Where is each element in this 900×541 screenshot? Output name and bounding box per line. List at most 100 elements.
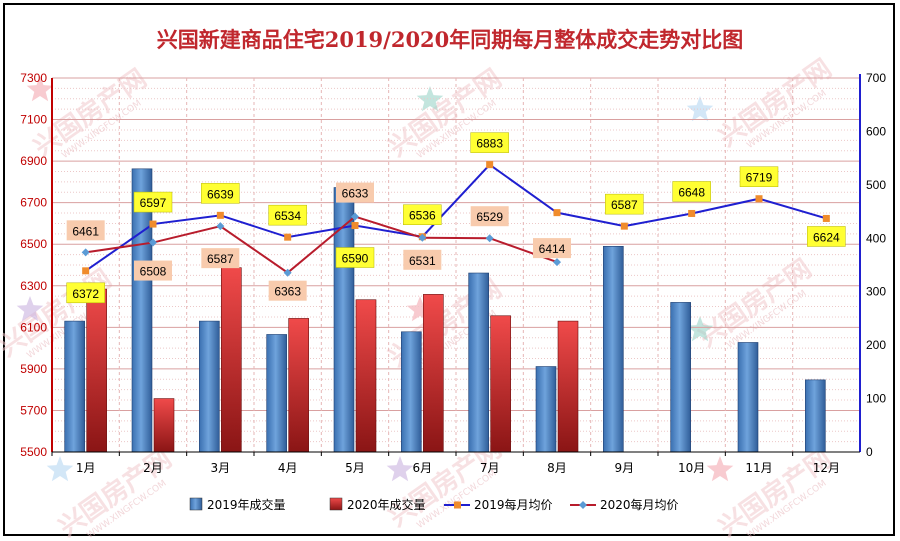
bar-2019 — [64, 320, 85, 453]
bar-2019 — [401, 331, 422, 453]
data-label-text: 6534 — [274, 209, 301, 223]
data-label-box — [201, 183, 240, 204]
legend-item: 2020每月均价 — [570, 497, 679, 512]
data-label: 6883 — [470, 132, 509, 153]
data-label: 6372 — [66, 282, 105, 304]
y-tick-label-right: 600 — [866, 124, 886, 138]
y-tick-label-right: 400 — [866, 231, 886, 245]
data-label-box — [268, 280, 307, 301]
y-tick-label-left: 7300 — [20, 71, 47, 85]
data-label-text: 6624 — [813, 230, 840, 244]
marker-2020 — [485, 234, 494, 243]
data-label-text: 6587 — [611, 198, 638, 212]
bar-2020 — [221, 267, 242, 453]
bar-2019 — [468, 272, 489, 453]
line-2019-price — [85, 163, 827, 272]
y-tick-label-right: 300 — [866, 285, 886, 299]
marker-2019 — [216, 211, 224, 219]
marker-2019 — [486, 161, 494, 169]
data-label-box — [134, 260, 172, 281]
data-label-box — [739, 166, 779, 187]
x-tick-label: 8月 — [547, 461, 567, 475]
y-tick-label-left: 6900 — [20, 154, 47, 168]
data-label: 6534 — [268, 204, 307, 226]
y-tick-label-left: 6700 — [20, 196, 47, 210]
bar-2020 — [557, 320, 579, 453]
data-label: 6414 — [533, 238, 571, 259]
data-label: 6587 — [605, 193, 644, 215]
data-label-text: 6536 — [409, 209, 436, 223]
marker-2020 — [553, 258, 561, 267]
data-label-text: 6508 — [140, 265, 167, 279]
legend-label: 2019每月均价 — [474, 497, 553, 512]
bar-2019 — [266, 334, 287, 453]
data-label-text: 6587 — [207, 252, 234, 266]
x-tick-label: 9月 — [615, 461, 635, 475]
bar-2019 — [805, 379, 826, 453]
data-label-box — [403, 249, 442, 270]
data-label-box — [470, 206, 509, 227]
legend-marker — [579, 501, 587, 509]
data-label-text: 6719 — [746, 171, 773, 185]
y-tick-label-left: 6100 — [20, 320, 47, 334]
marker-2019 — [822, 214, 830, 222]
data-label-box — [807, 226, 846, 247]
legend-item: 2019每月均价 — [444, 497, 553, 512]
y-tick-label-right: 500 — [866, 178, 886, 192]
data-label-text: 6883 — [476, 137, 503, 151]
bar-2020 — [288, 318, 309, 453]
bar-2019 — [603, 246, 624, 453]
bar-2019 — [535, 366, 557, 453]
data-label-text: 6639 — [207, 187, 234, 201]
data-label: 6531 — [403, 249, 442, 270]
marker-2019 — [284, 233, 292, 241]
data-label-box — [201, 248, 240, 269]
data-label: 6590 — [335, 247, 375, 268]
data-label: 6461 — [66, 220, 105, 241]
marker-2019 — [82, 267, 90, 275]
bar-2020 — [490, 315, 511, 453]
data-label: 6633 — [336, 182, 374, 203]
marker-2019 — [351, 222, 359, 230]
data-label: 6624 — [807, 226, 846, 247]
data-label-box — [470, 132, 509, 153]
data-label-text: 6461 — [72, 224, 99, 238]
x-tick-label: 5月 — [345, 461, 365, 475]
x-tick-label: 6月 — [413, 461, 433, 475]
marker-2020 — [418, 233, 427, 242]
bar-2019 — [670, 302, 691, 453]
watermark-star-icon — [16, 296, 44, 322]
bar-2020 — [153, 398, 175, 453]
y-tick-label-right: 0 — [866, 445, 873, 459]
data-label-box — [133, 191, 173, 213]
watermark-star-icon — [686, 316, 714, 342]
legend-label: 2019年成交量 — [207, 497, 286, 512]
y-tick-label-left: 5900 — [20, 362, 47, 376]
y-tick-label-left: 5500 — [20, 445, 47, 459]
bar-2020 — [86, 288, 107, 453]
data-label: 6587 — [201, 248, 240, 269]
x-tick-label: 10月 — [678, 461, 705, 475]
marker-2019 — [553, 209, 561, 217]
y-tick-label-left: 6300 — [20, 279, 47, 293]
marker-2020 — [351, 212, 359, 221]
marker-2019 — [149, 220, 157, 228]
marker-2019 — [755, 195, 763, 203]
bar-2020 — [423, 294, 444, 453]
x-tick-label: 11月 — [745, 461, 772, 475]
data-label: 6529 — [470, 206, 509, 227]
data-label: 6719 — [739, 166, 779, 187]
legend-swatch — [329, 497, 343, 511]
x-tick-label: 2月 — [143, 461, 163, 475]
data-label-box — [268, 204, 307, 226]
marker-2020 — [283, 268, 292, 277]
data-label-text: 6363 — [274, 285, 301, 299]
bar-2019 — [199, 320, 220, 453]
bar-2019 — [737, 342, 759, 453]
watermark-star-icon — [26, 76, 54, 102]
legend-item: 2019年成交量 — [189, 497, 286, 512]
